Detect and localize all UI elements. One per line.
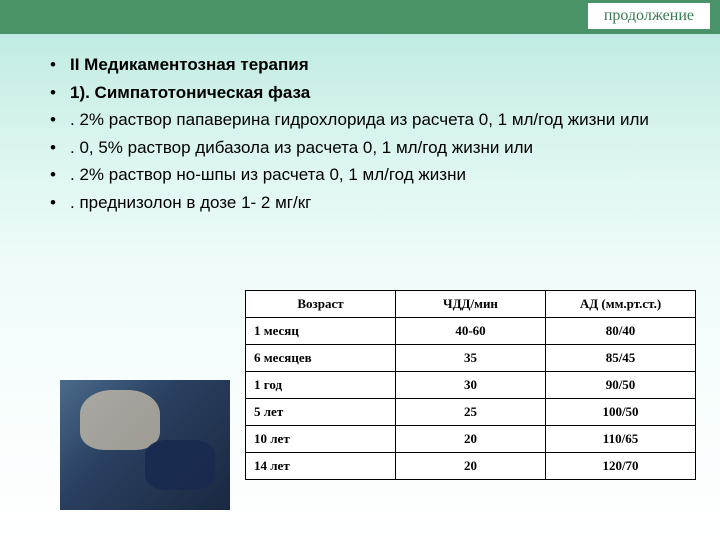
table-header: АД (мм.рт.ст.): [546, 291, 696, 318]
table-cell: 10 лет: [246, 426, 396, 453]
table-cell: 1 год: [246, 372, 396, 399]
table-cell: 90/50: [546, 372, 696, 399]
table-cell: 5 лет: [246, 399, 396, 426]
table-cell: 110/65: [546, 426, 696, 453]
table-header-row: Возраст ЧДД/мин АД (мм.рт.ст.): [246, 291, 696, 318]
table-row: 6 месяцев 35 85/45: [246, 345, 696, 372]
table-cell: 1 месяц: [246, 318, 396, 345]
content-area: II Медикаментозная терапия 1). Симпатото…: [0, 34, 720, 215]
bullet-text: 1). Симпатотоническая фаза: [70, 83, 310, 102]
table-cell: 20: [396, 453, 546, 480]
table-cell: 14 лет: [246, 453, 396, 480]
table-row: 1 месяц 40-60 80/40: [246, 318, 696, 345]
table-cell: 120/70: [546, 453, 696, 480]
table-cell: 80/40: [546, 318, 696, 345]
table-row: 1 год 30 90/50: [246, 372, 696, 399]
bullet-text: . 2% раствор папаверина гидрохлорида из …: [70, 110, 649, 129]
bullet-text: . 2% раствор но-шпы из расчета 0, 1 мл/г…: [70, 165, 466, 184]
bullet-item: . 2% раствор папаверина гидрохлорида из …: [50, 107, 680, 133]
blood-pressure-photo: [60, 380, 230, 510]
vitals-table: Возраст ЧДД/мин АД (мм.рт.ст.) 1 месяц 4…: [245, 290, 696, 480]
bullet-text: II Медикаментозная терапия: [70, 55, 309, 74]
table-cell: 20: [396, 426, 546, 453]
table-header: Возраст: [246, 291, 396, 318]
table-cell: 25: [396, 399, 546, 426]
bullet-item: . преднизолон в дозе 1- 2 мг/кг: [50, 190, 680, 216]
bullet-text: . преднизолон в дозе 1- 2 мг/кг: [70, 193, 311, 212]
bullet-item: . 2% раствор но-шпы из расчета 0, 1 мл/г…: [50, 162, 680, 188]
table-row: 5 лет 25 100/50: [246, 399, 696, 426]
header-label: продолжение: [588, 3, 710, 29]
table-cell: 40-60: [396, 318, 546, 345]
table-cell: 35: [396, 345, 546, 372]
table-header: ЧДД/мин: [396, 291, 546, 318]
bullet-item: . 0, 5% раствор дибазола из расчета 0, 1…: [50, 135, 680, 161]
bullet-item: 1). Симпатотоническая фаза: [50, 80, 680, 106]
table-cell: 100/50: [546, 399, 696, 426]
header-bar: продолжение: [0, 0, 720, 34]
table-row: 14 лет 20 120/70: [246, 453, 696, 480]
table-row: 10 лет 20 110/65: [246, 426, 696, 453]
table-cell: 6 месяцев: [246, 345, 396, 372]
bullet-text: . 0, 5% раствор дибазола из расчета 0, 1…: [70, 138, 533, 157]
bullet-item: II Медикаментозная терапия: [50, 52, 680, 78]
table-cell: 85/45: [546, 345, 696, 372]
table-cell: 30: [396, 372, 546, 399]
bullet-list: II Медикаментозная терапия 1). Симпатото…: [50, 52, 680, 215]
